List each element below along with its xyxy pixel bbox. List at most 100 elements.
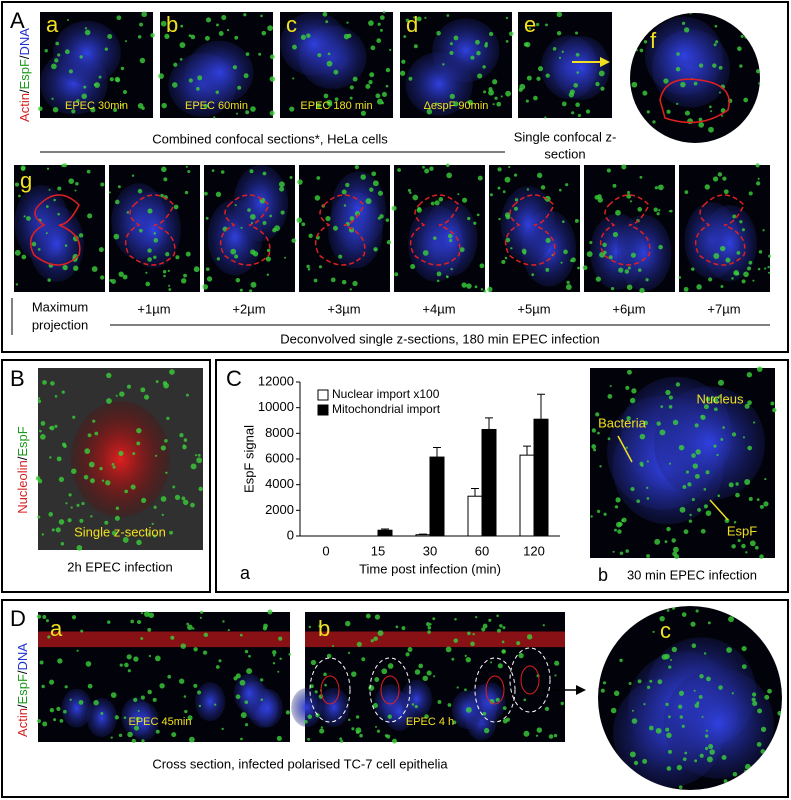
stain-dot <box>682 485 687 489</box>
stain-dot <box>143 611 150 617</box>
stain-dot <box>717 172 723 177</box>
stain-dot <box>227 628 230 632</box>
panel-label: D <box>10 606 26 631</box>
stain-dot <box>751 692 757 697</box>
stain-dot <box>424 168 430 174</box>
panel-label: B <box>10 366 25 391</box>
stain-dot <box>240 712 247 719</box>
stain-dot <box>733 520 737 524</box>
stain-dot <box>731 544 736 549</box>
stain-dot <box>218 31 224 36</box>
caption: Combined confocal sections*, HeLa cells <box>152 131 388 146</box>
stain-dot <box>137 188 143 194</box>
stain-dot <box>691 267 695 271</box>
caption: section <box>544 146 585 161</box>
stain-dot <box>63 709 67 714</box>
stain-dot <box>689 513 692 517</box>
stain-dot <box>467 631 471 636</box>
stain-dot <box>609 385 612 388</box>
stain-dot <box>387 663 394 669</box>
stain-dot <box>115 394 118 397</box>
stain-dot <box>354 164 359 170</box>
stain-dot <box>109 77 114 82</box>
stain-dot <box>285 710 291 715</box>
stain-dot <box>145 281 151 287</box>
stain-dot <box>385 84 389 88</box>
stain-dot <box>161 513 164 517</box>
stain-dot <box>533 95 538 101</box>
stain-dot <box>612 183 617 188</box>
stain-dot <box>381 668 388 675</box>
stain-dot <box>113 107 118 113</box>
error-bar <box>537 393 545 420</box>
stain-dot <box>483 727 490 734</box>
stain-dot <box>185 165 188 168</box>
stain-dot <box>459 247 465 253</box>
stain-dot <box>759 554 764 559</box>
z-step: +6µm <box>612 301 645 316</box>
stain-dot <box>436 271 442 277</box>
stain-dot <box>126 384 132 389</box>
stain-dot <box>752 701 758 707</box>
stain-dot <box>482 711 487 716</box>
stain-dot <box>289 106 295 112</box>
stain-dot <box>291 238 296 243</box>
stain-dot <box>746 372 753 378</box>
stain-dot <box>753 421 756 424</box>
stain-dot <box>313 278 318 283</box>
stain-dot <box>55 527 61 533</box>
stain-dot <box>57 53 61 57</box>
stain-dot <box>118 450 124 456</box>
stain-dot <box>135 716 140 721</box>
stain-dot <box>168 284 171 287</box>
stain-dot <box>483 90 487 94</box>
stain-dot <box>430 201 435 206</box>
y-tick-label: 6000 <box>265 450 294 465</box>
stain-dot <box>545 73 550 78</box>
stain-dot <box>115 78 120 83</box>
stain-dot <box>45 232 48 235</box>
stain-dot <box>556 30 562 36</box>
stain-dot <box>20 166 26 171</box>
stain-dot <box>167 269 170 273</box>
stain-dot <box>249 289 253 293</box>
stain-dot <box>323 672 327 677</box>
stain-dot <box>718 91 721 94</box>
stain-dot <box>667 749 673 754</box>
stain-dot <box>266 248 271 253</box>
stain-dot <box>387 714 393 719</box>
micrograph <box>296 164 392 292</box>
stain-dot <box>365 613 371 619</box>
stain-dot <box>756 366 763 372</box>
stain-dot <box>308 625 312 629</box>
stain-dot <box>641 616 645 619</box>
stain-dot <box>377 22 381 26</box>
stain-dot <box>148 654 152 658</box>
stain-dot <box>735 492 740 498</box>
stain-dot <box>279 186 285 192</box>
stain-dot <box>600 688 605 693</box>
arrow <box>617 435 633 463</box>
micrograph <box>598 606 782 790</box>
stain-dot <box>715 40 719 44</box>
stain-dot <box>757 267 761 271</box>
stain-dot <box>668 405 673 409</box>
stain-dot <box>465 707 472 713</box>
stain-dot <box>436 279 440 283</box>
nucleus <box>663 668 774 779</box>
stain-dot <box>556 11 563 18</box>
stain-dot <box>186 622 190 626</box>
stain-dot <box>173 204 179 210</box>
stain-dot <box>691 497 695 502</box>
stain-dot <box>377 630 384 637</box>
stain-dot <box>118 733 123 738</box>
stain-dot <box>760 749 766 754</box>
outline <box>309 657 351 723</box>
stain-dot <box>278 181 285 188</box>
stain-dot <box>761 636 766 641</box>
micrograph <box>399 12 514 118</box>
nucleus <box>195 682 226 722</box>
stain-dot <box>446 172 453 179</box>
stain-dot <box>37 515 41 519</box>
stain-dot <box>50 381 55 386</box>
